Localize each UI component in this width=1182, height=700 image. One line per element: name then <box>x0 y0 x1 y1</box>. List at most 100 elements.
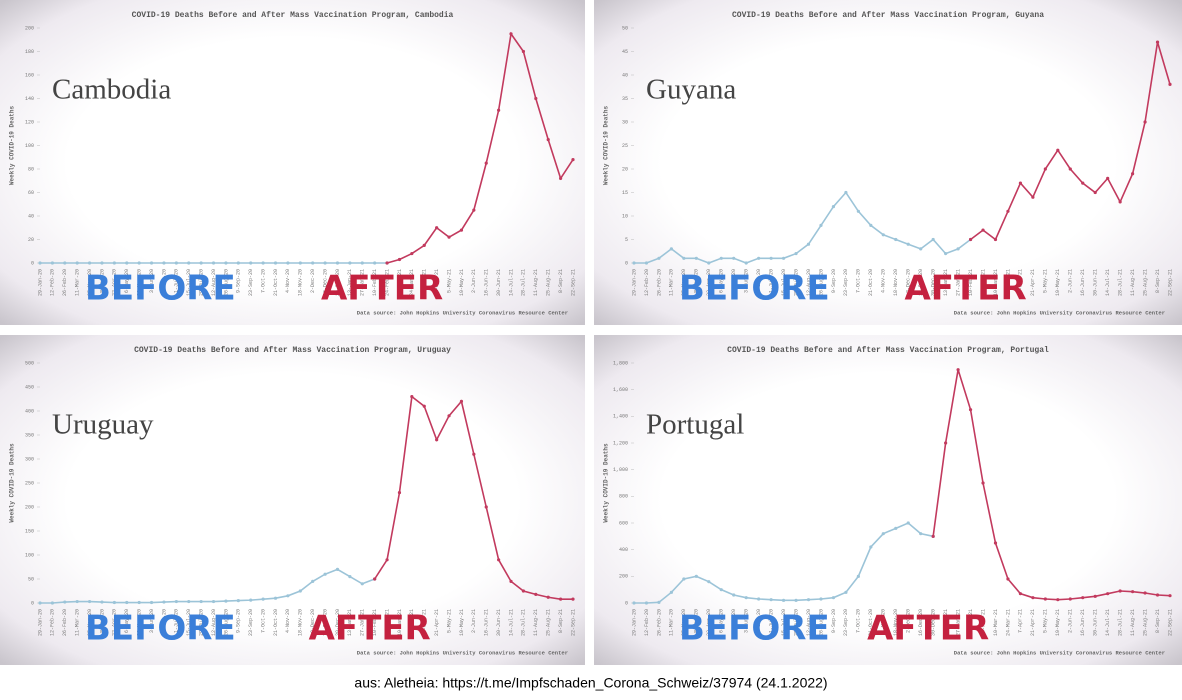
x-tick-label: 8-Apr-20 <box>694 269 700 293</box>
x-tick-label: 12-Aug-20 <box>806 269 812 296</box>
x-tick-label: 14-Jul-21 <box>508 609 514 636</box>
data-point <box>769 256 773 260</box>
data-point <box>694 574 698 578</box>
x-tick-label: 11-Aug-21 <box>1130 609 1136 636</box>
data-point <box>410 395 414 399</box>
data-point <box>1018 181 1023 185</box>
x-tick-label: 19-May-21 <box>1055 269 1061 296</box>
data-point <box>1043 597 1047 601</box>
data-point <box>422 404 426 408</box>
data-point <box>1093 594 1097 598</box>
x-tick-label: 11-Mar-20 <box>669 609 675 636</box>
data-point <box>87 261 92 265</box>
x-tick-label: 30-Jun-21 <box>1093 269 1099 296</box>
country-label: Portugal <box>646 409 744 441</box>
data-point <box>881 532 885 536</box>
x-tick-label: 21-Oct-20 <box>273 609 279 636</box>
data-point <box>894 526 898 530</box>
data-point <box>571 597 575 601</box>
y-tick-label: 350 <box>25 432 34 438</box>
data-point <box>249 598 253 602</box>
data-point <box>856 574 860 578</box>
y-tick-label: 300 <box>25 456 34 462</box>
x-tick-label: 22-Sep-21 <box>1167 609 1173 636</box>
data-point <box>1131 590 1135 594</box>
x-tick-label: 21-Oct-20 <box>273 269 279 296</box>
data-point <box>497 558 501 562</box>
x-tick-label: 30-Dec-20 <box>335 269 341 296</box>
data-point <box>286 594 290 598</box>
x-tick-label: 18-Nov-20 <box>298 609 304 636</box>
x-tick-label: 11-Aug-21 <box>533 609 539 636</box>
data-point <box>137 600 141 605</box>
data-point <box>1031 596 1035 600</box>
x-tick-label: 27-Jan-21 <box>360 609 366 636</box>
x-tick-label: 14-Jul-21 <box>508 269 514 296</box>
data-point <box>472 452 476 456</box>
data-point <box>644 601 649 605</box>
data-point <box>211 261 216 265</box>
data-point <box>249 261 253 265</box>
x-tick-label: 19-May-21 <box>459 269 465 296</box>
data-point <box>632 261 636 265</box>
y-tick-label: 50 <box>28 576 34 582</box>
x-tick-label: 25-Mar-20 <box>681 609 687 636</box>
y-tick-label: 400 <box>619 547 628 553</box>
data-point <box>75 261 79 265</box>
data-point <box>435 438 439 442</box>
data-point <box>335 261 340 265</box>
data-point <box>298 261 302 265</box>
x-tick-label: 29-Jul-20 <box>198 269 204 296</box>
data-point <box>187 599 191 604</box>
y-tick-label: 1,000 <box>613 467 628 473</box>
data-point <box>1118 589 1122 593</box>
x-tick-label: 24-Feb-21 <box>384 609 390 636</box>
x-tick-label: 26-Aug-20 <box>223 609 229 636</box>
x-tick-label: 17-Jun-20 <box>161 609 167 636</box>
x-tick-label: 16-Jun-21 <box>1080 609 1086 636</box>
x-tick-label: 25-Mar-20 <box>87 269 93 296</box>
series-line <box>932 369 1171 601</box>
y-tick-label: 1,200 <box>613 440 628 446</box>
x-tick-label: 23-Sep-20 <box>843 269 849 296</box>
x-tick-label: 22-Apr-20 <box>112 609 118 636</box>
data-point <box>956 368 960 372</box>
x-tick-label: 6-May-20 <box>719 609 725 633</box>
x-tick-label: 6-May-20 <box>124 609 130 633</box>
data-point <box>906 242 910 246</box>
data-point <box>50 601 54 605</box>
x-tick-label: 24-Feb-21 <box>384 269 390 296</box>
series-line <box>40 568 375 604</box>
data-point <box>757 597 761 601</box>
x-tick-label: 26-Feb-20 <box>656 269 662 296</box>
data-point <box>385 558 389 562</box>
y-tick-label: 20 <box>28 237 34 243</box>
source-note: Data source: John Hopkins University Cor… <box>954 309 1165 316</box>
data-point <box>497 108 501 112</box>
x-tick-label: 11-Aug-21 <box>1130 269 1136 296</box>
y-axis-label: Weekly COVID-19 Deaths <box>603 443 610 523</box>
data-point <box>794 598 798 602</box>
x-tick-label: 26-Aug-20 <box>818 609 824 636</box>
x-tick-label: 28-Jul-21 <box>521 269 527 296</box>
x-tick-label: 8-Sep-21 <box>1155 609 1161 633</box>
x-tick-label: 19-May-21 <box>459 609 465 636</box>
x-tick-label: 7-Apr-21 <box>422 269 428 293</box>
y-tick-label: 400 <box>25 408 34 414</box>
x-tick-label: 12-Feb-20 <box>50 609 56 636</box>
data-point <box>472 208 476 212</box>
data-point <box>484 505 488 509</box>
data-point <box>38 261 42 265</box>
x-tick-label: 15-Jul-20 <box>781 269 787 296</box>
data-point <box>844 590 848 594</box>
x-tick-label: 24-Mar-21 <box>409 269 415 296</box>
y-tick-label: 200 <box>619 574 628 580</box>
x-tick-label: 4-Nov-20 <box>881 269 887 293</box>
x-tick-label: 13-Jan-21 <box>943 609 949 636</box>
x-tick-label: 12-Aug-20 <box>806 609 812 636</box>
x-tick-label: 22-Sep-21 <box>570 609 576 636</box>
x-tick-label: 25-Mar-20 <box>87 609 93 636</box>
x-tick-label: 29-Jan-20 <box>37 609 43 636</box>
x-tick-label: 19-May-21 <box>1055 609 1061 636</box>
x-tick-label: 20-May-20 <box>136 269 142 296</box>
